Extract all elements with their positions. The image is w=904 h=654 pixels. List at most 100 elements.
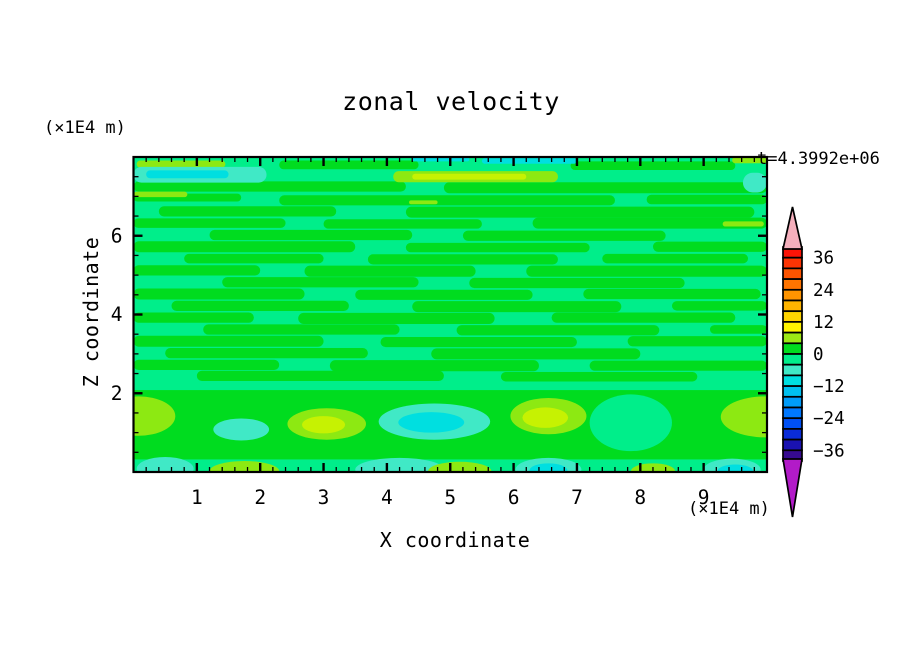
contour-band [722,221,764,227]
contour-band [469,277,685,289]
contour-band [409,200,438,205]
colorbar-tick-label: −24 [813,409,845,429]
contour-band [222,277,419,288]
colorbar-cell [782,267,803,280]
colorbar-cell [782,342,803,355]
contour-band [133,312,254,323]
contour-blob [522,407,569,428]
contour-band [732,157,767,164]
contour-blob [209,460,280,472]
contour-band [456,325,660,336]
colorbar-tick-label: −36 [813,441,845,461]
contour-band [133,191,188,198]
contour-band [133,265,261,276]
colorbar-over-arrow [781,206,804,250]
x-tick-label: 9 [698,486,710,509]
colorbar-tick-label: 0 [813,345,824,365]
z-tick-label: 6 [111,224,123,247]
contour-band [380,336,577,348]
contour-band [136,160,226,168]
colorbar-cell [782,406,803,420]
colorbar-cell [782,353,803,366]
contour-band [209,229,413,241]
x-axis-unit-label: (×1E4 m) [688,499,770,519]
contour-field [133,157,767,472]
colorbar-cell [782,417,803,430]
contour-blob [355,457,444,472]
contour-band [133,218,286,228]
contour-band [709,325,767,334]
contour-blob [589,394,672,452]
colorbar-cell [782,363,803,377]
x-tick-label: 8 [634,486,646,509]
contour-band [431,348,641,360]
contour-band [412,301,622,313]
contour-band [443,182,767,194]
contour-band [355,289,533,300]
z-tick-label: 2 [111,382,123,405]
x-tick-label: 3 [318,486,330,509]
contour-band [412,173,527,180]
x-tick-label: 7 [571,486,583,509]
contour-band [627,336,767,347]
colorbar-tick-label: 24 [813,281,834,301]
contour-band [133,241,356,253]
contour-band [171,300,349,311]
colorbar-cell [782,321,803,334]
x-tick-label: 5 [444,486,456,509]
contour-band [165,347,368,359]
x-tick-label: 1 [191,486,203,509]
contour-band [412,157,470,162]
colorbar-cell [782,331,803,345]
contour-band [405,242,590,253]
colorbar-cell [782,310,803,323]
contour-band [203,324,400,335]
contour-band [405,206,755,218]
contour-band [196,370,444,382]
x-tick-label: 2 [254,486,266,509]
contour-blob [302,416,346,434]
contour-band [304,265,476,277]
x-tick-label: 4 [381,486,393,509]
colorbar-cell [782,428,803,441]
contour-band [671,301,767,311]
contour-blob [529,463,568,472]
contour-band [652,241,767,252]
contour-band [532,217,767,229]
contour-band [551,312,736,323]
colorbar-tick-label: 12 [813,313,834,333]
contour-blob [720,396,767,438]
colorbar-tick-label: −12 [813,377,845,397]
contour-band [602,253,748,264]
colorbar-tick-label: 36 [813,249,834,269]
contour-band [329,360,539,372]
x-tick-label: 6 [508,486,520,509]
contour-band [133,181,406,192]
z-tick-label: 4 [111,303,123,326]
contour-blob [213,418,270,441]
z-axis-title: Z coordinate [79,236,103,388]
contour-blob [398,412,465,433]
contour-band [526,265,767,277]
contour-band [367,254,558,265]
contour-band [279,195,615,206]
plot-title: zonal velocity [342,87,560,116]
colorbar-cell [782,438,803,452]
contour-band [742,172,767,193]
contour-band [146,170,229,179]
time-annotation: t=4.3992e+06 [757,149,880,169]
colorbar-cell [782,374,803,387]
contour-band [279,160,419,170]
contour-band [481,158,577,164]
colorbar-cell [782,299,803,313]
contour-band [298,312,495,324]
contour-blob [133,396,176,436]
contour-band [184,253,324,264]
contour-band [570,161,736,170]
contour-blob [717,464,754,472]
contour-band [133,288,305,300]
contour-band [133,359,280,371]
contour-band [133,335,324,347]
